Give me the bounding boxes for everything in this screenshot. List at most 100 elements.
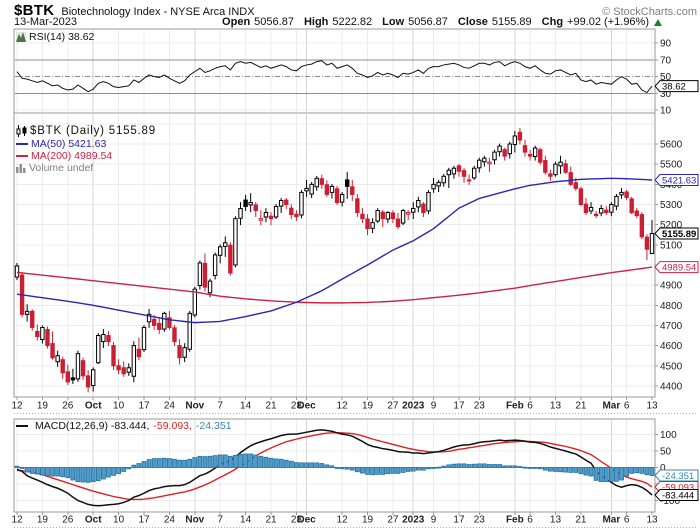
x-tick-label: 14 [240,515,252,526]
x-tick-label: 27 [387,515,399,526]
x-tick-label: 2023 [402,401,425,412]
x-tick-label: 24 [164,401,176,412]
x-tick-label: 12 [11,401,23,412]
open-label: Open [222,16,251,28]
x-tick-label: 27 [387,401,399,412]
change-up-icon [654,18,662,26]
x-tick-label: 19 [37,401,49,412]
callout-box [654,469,699,482]
close-label: Close [457,16,488,28]
callout-box [654,261,699,274]
x-tick-label: 26 [62,401,74,412]
x-tick-label: 21 [575,401,587,412]
x-tick-label: 13 [646,401,658,412]
y-axis-label: 4800 [660,301,683,312]
x-tick-label: 12 [337,515,349,526]
y-axis-label: 100 [660,430,677,441]
x-tick-label: 9 [431,515,437,526]
quote-strip: Open 5056.87 High 5222.82 Low 5056.87 Close… [222,16,662,28]
callout-value: -83.444 [662,490,694,501]
chart-header: $BTK Biotechnology Index - NYSE Arca IND… [14,2,697,19]
x-tick-label: 21 [265,515,277,526]
x-tick-label: 6 [624,401,630,412]
x-tick-label: 28 [291,515,303,526]
x-tick-label: 12 [337,401,349,412]
rsi-line [16,60,653,94]
x-tick-label: 17 [138,515,150,526]
y-axis-label: 5600 [660,140,683,151]
x-tick-label: Feb [506,515,524,526]
y-axis-label: 4900 [660,281,683,292]
callout-value: 5155.89 [662,229,696,240]
y-axis-label: 4700 [660,321,683,332]
y-axis-label: 10 [660,106,672,117]
callout-value: 4989.54 [662,263,696,274]
x-tick-label: 17 [453,515,465,526]
callout-box [654,227,699,240]
callout-value: -24.351 [662,471,694,482]
y-axis-label: 90 [660,39,672,50]
change-value: +99.02 (+1.96%) [567,16,649,28]
callout-box [654,173,699,186]
chart-title: Biotechnology Index - NYSE Arca INDX [61,6,255,18]
axis-ticks [14,42,698,528]
x-tick-label: 13 [550,515,562,526]
macd-line [16,429,653,507]
copyright: © StockCharts.com [602,6,697,18]
low-label: Low [382,16,405,28]
change-label: Chg [541,16,564,28]
x-tick-label: 19 [362,515,374,526]
callout-box [654,80,699,93]
x-tick-label: 7 [217,401,223,412]
x-tick-label: Dec [297,401,316,412]
x-tick-label: 24 [164,515,176,526]
x-tick-label: 6 [624,515,630,526]
x-tick-label: 7 [217,515,223,526]
y-axis-label: 50 [660,72,672,83]
x-tick-label: 6 [527,515,533,526]
close-value: 5155.89 [491,16,532,28]
callout-value: 38.62 [662,82,686,93]
y-axis-label: 50 [660,446,672,457]
y-axis-label: 5300 [660,200,683,211]
x-tick-label: 13 [550,401,562,412]
high-label: High [303,16,329,28]
grid [13,28,656,513]
y-axis-label: 5200 [660,220,683,231]
price-callouts: 38.62 5421.63 5155.89 4989.54 -24.351-59.093… [654,80,699,501]
x-tick-label: 26 [62,515,74,526]
symbol: $BTK [14,2,55,19]
callout-value: -59.093 [662,482,694,493]
x-tick-label: 21 [575,515,587,526]
x-tick-label: 17 [453,401,465,412]
x-tick-label: Mar [602,401,620,412]
x-tick-label: 12 [11,515,23,526]
x-tick-label: 2023 [402,515,425,526]
y-axis-label: 0 [660,463,666,474]
high-value: 5222.82 [332,16,373,28]
x-tick-label: Feb [506,401,524,412]
y-axis-label: 70 [660,55,672,66]
y-axis-label: 5500 [660,160,683,171]
x-tick-label: Dec [297,515,316,526]
x-tick-label: Nov [185,401,204,412]
x-tick-label: 23 [474,515,486,526]
quote-row: 13-Mar-2023 Open 5056.87 High 5222.82 Low 5… [14,16,662,28]
y-axis-label: 4500 [660,361,683,372]
x-tick-label: Oct [85,401,102,412]
x-tick-label: 6 [527,401,533,412]
x-tick-label: 19 [37,515,49,526]
y-axis-label: 4600 [660,341,683,352]
callout-box [654,488,699,501]
y-axis-label: -100 [660,496,680,507]
chart-date: 13-Mar-2023 [14,16,77,28]
low-value: 5056.87 [408,16,448,28]
open-value: 5056.87 [254,16,294,28]
macd-histogram [14,453,655,483]
x-tick-label: 13 [646,515,658,526]
x-tick-label: Mar [602,515,620,526]
x-tick-label: 23 [474,401,486,412]
x-tick-label: 10 [113,515,125,526]
